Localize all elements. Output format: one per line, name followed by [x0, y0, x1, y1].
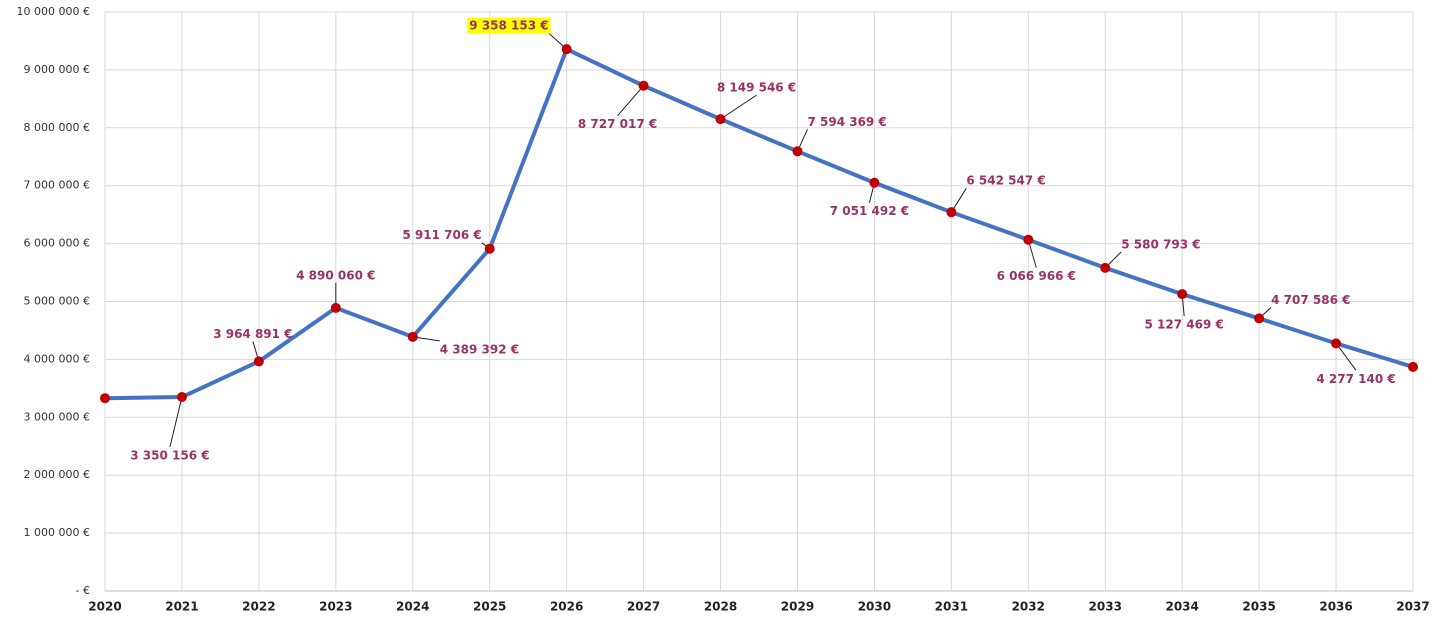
- x-tick-label: 2023: [319, 600, 352, 614]
- data-label: 4 277 140 €: [1316, 372, 1395, 386]
- marker: [1100, 262, 1111, 273]
- x-tick-label: 2029: [781, 600, 814, 614]
- leader-line: [1335, 343, 1357, 371]
- data-label: 4 707 586 €: [1271, 293, 1350, 307]
- label-highlight: [467, 17, 551, 34]
- marker: [330, 302, 341, 313]
- data-label: 8 727 017 €: [578, 117, 657, 131]
- marker: [1331, 338, 1342, 349]
- data-label: 8 149 546 €: [717, 81, 796, 95]
- marker: [638, 80, 649, 91]
- data-label: 3 964 891 €: [213, 327, 292, 341]
- y-tick-label: 4 000 000 €: [24, 352, 90, 365]
- data-label: 4 890 060 €: [296, 268, 375, 282]
- x-tick-label: 2027: [627, 600, 660, 614]
- x-tick-label: 2037: [1396, 600, 1429, 614]
- y-tick-label: 2 000 000 €: [24, 468, 90, 481]
- data-label: 7 594 369 €: [807, 115, 886, 129]
- leader-line: [169, 396, 183, 448]
- x-tick-label: 2033: [1089, 600, 1122, 614]
- y-tick-label: 8 000 000 €: [24, 121, 90, 134]
- x-tick-label: 2021: [165, 600, 198, 614]
- x-tick-label: 2032: [1012, 600, 1045, 614]
- x-tick-label: 2030: [858, 600, 891, 614]
- marker: [715, 114, 726, 125]
- data-label: 7 051 492 €: [830, 204, 909, 218]
- leader-line: [720, 94, 757, 120]
- y-tick-label: 10 000 000 €: [17, 5, 90, 18]
- marker: [869, 177, 880, 188]
- x-tick-label: 2022: [242, 600, 275, 614]
- y-tick-label: 5 000 000 €: [24, 295, 90, 308]
- x-tick-label: 2026: [550, 600, 583, 614]
- data-label: 5 911 706 €: [402, 228, 481, 242]
- marker: [100, 393, 110, 404]
- x-tick-label: 2036: [1319, 600, 1352, 614]
- marker: [1177, 289, 1188, 300]
- y-tick-label: 3 000 000 €: [24, 410, 90, 423]
- y-tick-label: 7 000 000 €: [24, 179, 90, 192]
- marker: [792, 146, 803, 157]
- leader-line: [617, 85, 644, 117]
- data-label: 6 066 966 €: [997, 269, 1076, 283]
- marker: [1408, 361, 1418, 372]
- x-tick-label: 2028: [704, 600, 737, 614]
- y-tick-label: - €: [76, 584, 90, 597]
- marker: [561, 44, 572, 55]
- marker: [946, 207, 957, 218]
- x-tick-label: 2031: [935, 600, 968, 614]
- data-label: 6 542 547 €: [966, 174, 1045, 188]
- data-label: 5 127 469 €: [1145, 318, 1224, 332]
- y-tick-label: 9 000 000 €: [24, 63, 90, 76]
- marker: [253, 356, 264, 367]
- data-label: 5 580 793 €: [1121, 237, 1200, 251]
- data-label: 4 389 392 €: [440, 342, 519, 356]
- x-tick-label: 2020: [88, 600, 121, 614]
- marker: [484, 243, 495, 254]
- y-tick-label: 1 000 000 €: [24, 526, 90, 539]
- marker: [1023, 234, 1034, 245]
- x-tick-label: 2034: [1165, 600, 1198, 614]
- x-tick-label: 2025: [473, 600, 506, 614]
- marker: [176, 392, 187, 403]
- series-line: [104, 47, 1414, 401]
- data-label: 9 358 153 €: [469, 19, 548, 33]
- marker: [1254, 313, 1265, 324]
- x-tick-label: 2035: [1242, 600, 1275, 614]
- y-tick-label: 6 000 000 €: [24, 237, 90, 250]
- data-label: 3 350 156 €: [130, 449, 209, 463]
- marker: [407, 331, 418, 342]
- x-tick-label: 2024: [396, 600, 429, 614]
